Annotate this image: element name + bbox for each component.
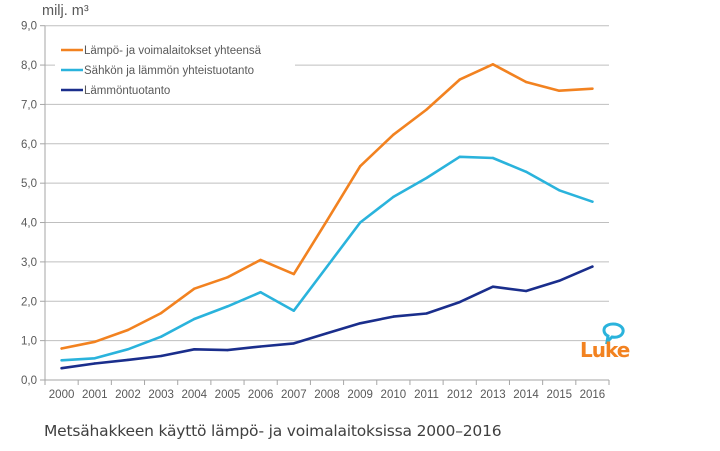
y-tick-label: 0,0 [21, 375, 37, 387]
x-tick-label: 2015 [546, 389, 572, 401]
x-tick-label: 2006 [248, 389, 274, 401]
gridlines [40, 25, 609, 381]
x-axis: 2000 2001 2002 2003 2004 2005 2006 2007 2008 2009… [44, 25, 610, 401]
data-point [458, 155, 461, 158]
data-point [226, 348, 229, 352]
data-point [93, 357, 96, 360]
x-tick-label: 2000 [49, 389, 75, 401]
data-point [292, 309, 296, 312]
data-point [159, 354, 163, 358]
data-point [458, 300, 461, 304]
logo-text: Luke [580, 338, 630, 362]
x-tick-label: 2004 [181, 389, 207, 401]
x-tick-label: 2012 [447, 389, 473, 401]
y-tick-label: 5,0 [21, 178, 37, 190]
y-tick-label: 8,0 [21, 60, 37, 72]
data-point [259, 345, 262, 348]
data-point [193, 348, 196, 351]
x-tick-label: 2011 [414, 389, 439, 401]
x-tick-label: 2002 [115, 389, 141, 401]
data-point [591, 200, 594, 203]
x-tick-label: 2014 [513, 389, 539, 401]
data-point [93, 362, 96, 365]
data-point [425, 312, 428, 315]
y-tick-label: 7,0 [21, 99, 37, 111]
data-point [60, 347, 63, 350]
chart-caption: Metsähakkeen käyttö lämpö- ja voimalaito… [44, 422, 502, 440]
data-point [126, 358, 130, 362]
data-point [226, 276, 229, 279]
legend-label: Sähkön ja lämmön yhteistuotanto [84, 65, 254, 77]
legend-label: Lämmöntuotanto [84, 85, 170, 97]
x-tick-label: 2003 [148, 389, 174, 401]
data-point [591, 87, 594, 90]
y-tick-label: 1,0 [21, 336, 37, 348]
data-point [491, 156, 495, 160]
x-tick-label: 2001 [82, 389, 108, 401]
data-point [524, 289, 528, 293]
data-point [558, 279, 561, 282]
data-point [159, 335, 163, 338]
x-tick-label: 2008 [314, 389, 340, 401]
data-point [558, 189, 561, 192]
data-point [558, 89, 561, 92]
data-point [259, 291, 262, 294]
luke-logo: Luke [580, 322, 630, 366]
x-tick-label: 2013 [480, 389, 506, 401]
legend-background [55, 38, 295, 102]
data-point [325, 331, 329, 335]
y-tick-label: 9,0 [21, 21, 37, 33]
x-tick-label: 2010 [381, 389, 407, 401]
data-point [60, 359, 63, 362]
series-line-3 [60, 265, 594, 370]
legend: Lämpö- ja voimalaitokset yhteensä Sähkön … [55, 38, 295, 102]
data-point [358, 322, 362, 325]
data-point [491, 285, 495, 288]
y-tick-label: 4,0 [21, 218, 37, 230]
legend-label: Lämpö- ja voimalaitokset yhteensä [84, 45, 262, 57]
data-point [425, 176, 428, 180]
data-point [491, 63, 495, 66]
series-line-1 [60, 63, 594, 350]
x-tick-label: 2005 [215, 389, 241, 401]
data-point [93, 340, 96, 344]
data-point [325, 265, 329, 268]
x-tick-label: 2007 [281, 389, 307, 401]
y-axis-tick-labels: 0,0 1,0 2,0 3,0 4,0 5,0 6,0 7,0 8,0 9,0 [21, 21, 37, 387]
data-point [193, 317, 196, 321]
data-point [425, 108, 428, 111]
data-point [591, 265, 594, 268]
data-point [159, 311, 163, 315]
series-lines [60, 63, 594, 370]
data-point [392, 133, 395, 136]
data-point [524, 170, 528, 173]
series-line-2 [60, 155, 594, 362]
x-tick-label: 2009 [347, 389, 373, 401]
data-point [325, 219, 329, 222]
y-tick-label: 6,0 [21, 139, 37, 151]
data-point [524, 80, 528, 84]
y-tick-label: 2,0 [21, 296, 37, 308]
speech-bubble-leaf-icon [602, 322, 625, 344]
data-point [259, 258, 262, 262]
y-tick-label: 3,0 [21, 257, 37, 269]
data-point [126, 328, 130, 332]
data-point [358, 165, 362, 168]
data-point [226, 305, 229, 308]
x-tick-label: 2016 [580, 389, 606, 401]
data-point [60, 366, 63, 370]
data-point [292, 272, 296, 276]
data-point [358, 221, 362, 224]
data-point [292, 342, 296, 345]
data-point [392, 195, 395, 199]
data-point [458, 78, 461, 81]
y-axis-unit-label: milj. m³ [42, 3, 89, 19]
data-point [126, 348, 130, 351]
data-point [392, 315, 395, 318]
data-point [193, 287, 196, 290]
